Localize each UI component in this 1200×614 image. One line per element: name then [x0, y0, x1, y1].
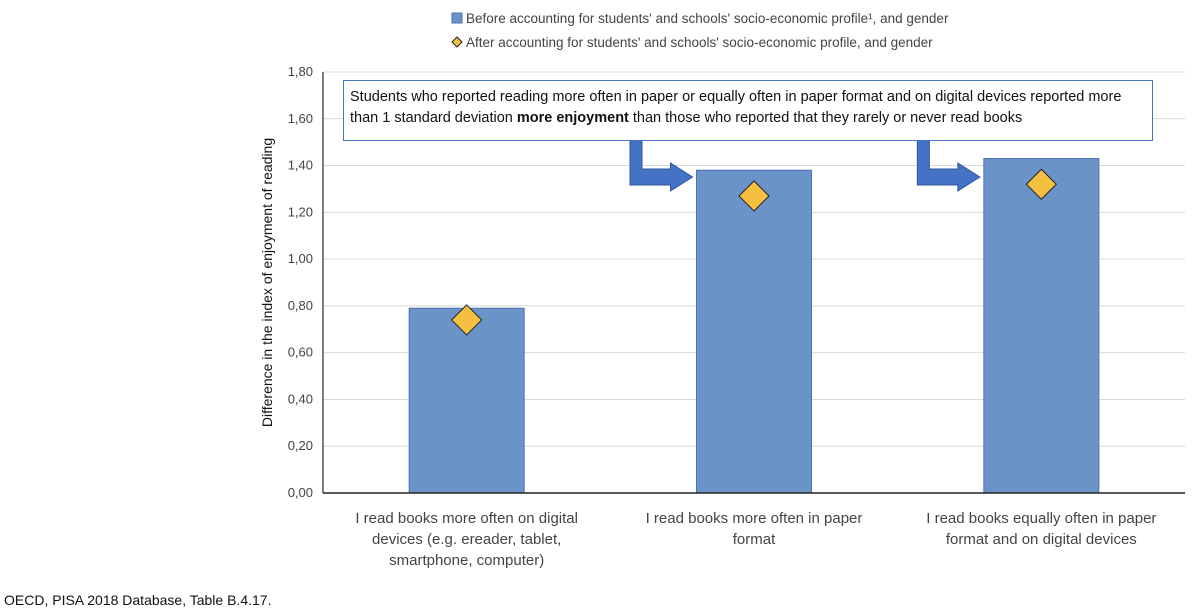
bent-arrow [916, 139, 981, 192]
x-tick-label: format and on digital devices [946, 531, 1137, 548]
y-tick-label: 1,60 [288, 111, 313, 126]
y-tick-label: 1,40 [288, 158, 313, 173]
legend-label: After accounting for students' and schoo… [466, 35, 933, 50]
legend-label: Before accounting for students' and scho… [466, 11, 949, 26]
annotation-box: Students who reported reading more often… [343, 80, 1153, 141]
diamond-marker [450, 304, 483, 336]
y-tick-label: 0,40 [288, 391, 313, 406]
annotation-text-end: than those who reported that they rarely… [628, 110, 1023, 126]
bent-arrow [629, 139, 694, 192]
y-tick-label: 0,00 [288, 485, 313, 500]
y-tick-label: 1,20 [288, 204, 313, 219]
y-tick-label: 0,80 [288, 298, 313, 313]
y-tick-label: 0,60 [288, 345, 313, 360]
y-tick-label: 0,20 [288, 438, 313, 453]
annotation-bold: more enjoyment [516, 110, 629, 126]
diamond-marker [1025, 168, 1058, 200]
bar [983, 158, 1100, 494]
x-tick-label: I read books more often on digital [355, 510, 578, 527]
y-axis-label: Difference in the index of enjoyment of … [259, 138, 275, 427]
x-tick-label: I read books equally often in paper [926, 510, 1156, 527]
x-tick-label: devices (e.g. ereader, tablet, [372, 531, 561, 548]
x-tick-label: smartphone, computer) [389, 552, 544, 569]
source-note: OECD, PISA 2018 Database, Table B.4.17. [4, 592, 272, 608]
y-tick-label: 1,00 [288, 251, 313, 266]
diamond-marker [738, 180, 770, 212]
annotation-text: Students who reported reading more often… [350, 89, 1122, 126]
bar [408, 307, 525, 494]
bar [696, 169, 812, 494]
legend-diamond-swatch [451, 36, 463, 48]
x-tick-label: I read books more often in paper [646, 510, 863, 527]
y-tick-label: 1,80 [288, 64, 313, 79]
legend-bar-swatch [451, 12, 463, 24]
x-tick-label: format [733, 531, 776, 548]
